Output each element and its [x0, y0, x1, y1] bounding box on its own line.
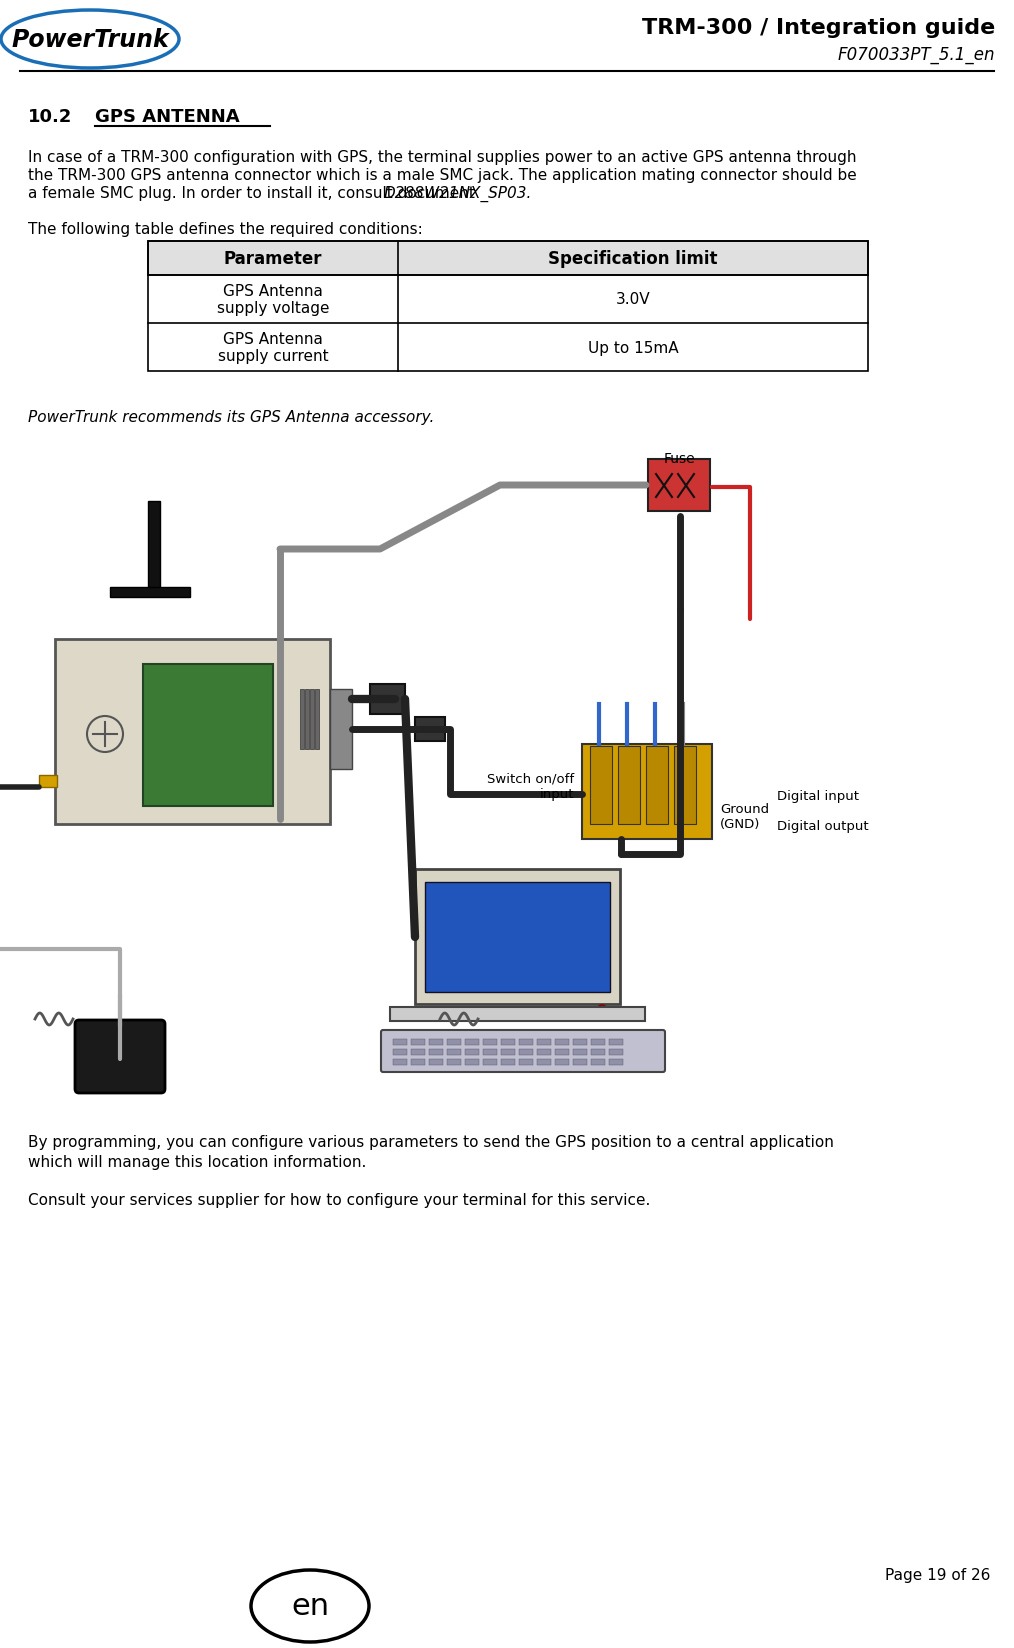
- FancyBboxPatch shape: [646, 747, 668, 824]
- Text: TRM-300 / Integration guide: TRM-300 / Integration guide: [642, 18, 995, 38]
- Text: 3.0V: 3.0V: [615, 292, 650, 307]
- FancyBboxPatch shape: [573, 1050, 587, 1055]
- FancyBboxPatch shape: [591, 1040, 605, 1045]
- FancyBboxPatch shape: [415, 717, 445, 742]
- FancyBboxPatch shape: [483, 1050, 497, 1055]
- FancyBboxPatch shape: [39, 776, 57, 788]
- Text: a female SMC plug. In order to install it, consult document: a female SMC plug. In order to install i…: [28, 186, 480, 201]
- FancyBboxPatch shape: [674, 747, 696, 824]
- FancyBboxPatch shape: [429, 1050, 443, 1055]
- FancyBboxPatch shape: [393, 1050, 407, 1055]
- FancyBboxPatch shape: [390, 1007, 645, 1022]
- FancyBboxPatch shape: [590, 747, 612, 824]
- Text: Switch on/off
input: Switch on/off input: [487, 773, 574, 801]
- Text: GPS Antenna
supply current: GPS Antenna supply current: [218, 331, 329, 364]
- FancyBboxPatch shape: [55, 639, 330, 824]
- FancyBboxPatch shape: [609, 1050, 623, 1055]
- Text: Parameter: Parameter: [224, 250, 322, 269]
- FancyBboxPatch shape: [411, 1050, 425, 1055]
- Text: Fuse: Fuse: [663, 452, 695, 466]
- Text: the TRM-300 GPS antenna connector which is a male SMC jack. The application mati: the TRM-300 GPS antenna connector which …: [28, 168, 857, 183]
- FancyBboxPatch shape: [573, 1040, 587, 1045]
- Text: GPS Antenna
supply voltage: GPS Antenna supply voltage: [217, 283, 330, 316]
- FancyBboxPatch shape: [447, 1050, 461, 1055]
- Text: F070033PT_5.1_en: F070033PT_5.1_en: [838, 46, 995, 64]
- Text: Digital input: Digital input: [777, 789, 859, 803]
- FancyBboxPatch shape: [591, 1060, 605, 1065]
- FancyBboxPatch shape: [148, 242, 868, 275]
- Text: Digital output: Digital output: [777, 821, 869, 832]
- FancyBboxPatch shape: [501, 1060, 515, 1065]
- Text: Specification limit: Specification limit: [549, 250, 718, 269]
- FancyBboxPatch shape: [555, 1050, 569, 1055]
- FancyBboxPatch shape: [429, 1060, 443, 1065]
- FancyBboxPatch shape: [465, 1040, 479, 1045]
- FancyBboxPatch shape: [465, 1060, 479, 1065]
- FancyBboxPatch shape: [573, 1060, 587, 1065]
- FancyBboxPatch shape: [465, 1050, 479, 1055]
- FancyBboxPatch shape: [429, 1040, 443, 1045]
- FancyBboxPatch shape: [411, 1060, 425, 1065]
- FancyBboxPatch shape: [393, 1060, 407, 1065]
- FancyBboxPatch shape: [370, 684, 405, 715]
- FancyBboxPatch shape: [591, 1050, 605, 1055]
- FancyBboxPatch shape: [501, 1050, 515, 1055]
- FancyBboxPatch shape: [537, 1040, 551, 1045]
- FancyBboxPatch shape: [110, 588, 190, 598]
- Text: GPS ANTENNA: GPS ANTENNA: [95, 107, 239, 125]
- FancyBboxPatch shape: [300, 689, 304, 750]
- Text: Page 19 of 26: Page 19 of 26: [884, 1567, 990, 1582]
- FancyBboxPatch shape: [393, 1040, 407, 1045]
- FancyBboxPatch shape: [519, 1040, 533, 1045]
- FancyBboxPatch shape: [609, 1060, 623, 1065]
- FancyBboxPatch shape: [483, 1040, 497, 1045]
- Text: PowerTrunk recommends its GPS Antenna accessory.: PowerTrunk recommends its GPS Antenna ac…: [28, 410, 434, 425]
- FancyBboxPatch shape: [555, 1040, 569, 1045]
- FancyBboxPatch shape: [315, 689, 319, 750]
- FancyBboxPatch shape: [483, 1060, 497, 1065]
- FancyBboxPatch shape: [501, 1040, 515, 1045]
- FancyBboxPatch shape: [447, 1060, 461, 1065]
- FancyBboxPatch shape: [609, 1040, 623, 1045]
- Circle shape: [87, 717, 123, 753]
- FancyBboxPatch shape: [582, 745, 712, 839]
- FancyBboxPatch shape: [381, 1030, 665, 1073]
- FancyBboxPatch shape: [425, 882, 610, 992]
- FancyBboxPatch shape: [648, 460, 710, 511]
- Text: In case of a TRM-300 configuration with GPS, the terminal supplies power to an a: In case of a TRM-300 configuration with …: [28, 150, 857, 165]
- Text: Ground
(GND): Ground (GND): [720, 803, 770, 831]
- FancyBboxPatch shape: [519, 1060, 533, 1065]
- FancyBboxPatch shape: [537, 1050, 551, 1055]
- Text: Consult your services supplier for how to configure your terminal for this servi: Consult your services supplier for how t…: [28, 1192, 650, 1208]
- FancyBboxPatch shape: [447, 1040, 461, 1045]
- Text: By programming, you can configure various parameters to send the GPS position to: By programming, you can configure variou…: [28, 1134, 834, 1149]
- FancyBboxPatch shape: [411, 1040, 425, 1045]
- FancyBboxPatch shape: [537, 1060, 551, 1065]
- FancyBboxPatch shape: [305, 689, 309, 750]
- Text: PowerTrunk: PowerTrunk: [11, 28, 169, 53]
- FancyBboxPatch shape: [519, 1050, 533, 1055]
- FancyBboxPatch shape: [148, 501, 160, 590]
- Text: en: en: [291, 1592, 330, 1620]
- FancyBboxPatch shape: [75, 1020, 165, 1093]
- FancyBboxPatch shape: [330, 689, 352, 770]
- Text: The following table defines the required conditions:: The following table defines the required…: [28, 222, 423, 237]
- FancyBboxPatch shape: [555, 1060, 569, 1065]
- FancyBboxPatch shape: [310, 689, 314, 750]
- Text: D288W21NX_SP03.: D288W21NX_SP03.: [383, 186, 531, 203]
- FancyBboxPatch shape: [143, 664, 273, 806]
- FancyBboxPatch shape: [415, 870, 620, 1004]
- Text: 10.2: 10.2: [28, 107, 72, 125]
- Circle shape: [597, 1005, 607, 1015]
- Text: Up to 15mA: Up to 15mA: [588, 339, 678, 356]
- FancyBboxPatch shape: [618, 747, 640, 824]
- Text: which will manage this location information.: which will manage this location informat…: [28, 1154, 366, 1170]
